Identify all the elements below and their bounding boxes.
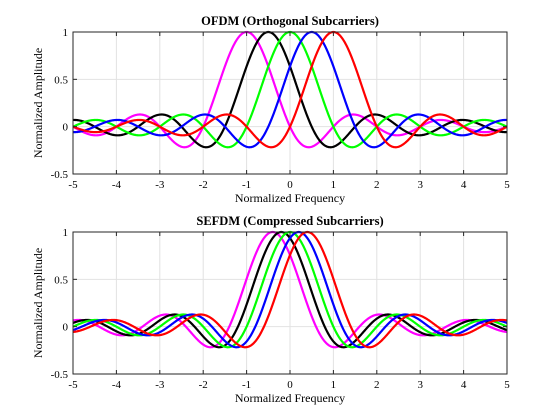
- x-tick-label: 2: [374, 179, 380, 191]
- y-tick-label: 1: [63, 227, 69, 239]
- x-tick-label: -5: [68, 379, 78, 391]
- x-tick-label: -4: [112, 179, 122, 191]
- series-line: [73, 30, 507, 149]
- y-tick-label: -0.5: [51, 169, 69, 181]
- ofdm-subplot: -5 -4 -3 -2 -1 0 1 2 3 4 5 -0.5 0 0.5 1 OFDM (Orthogona…: [31, 14, 510, 205]
- series-line: [73, 230, 507, 349]
- chart-title: OFDM (Orthogonal Subcarriers): [201, 14, 379, 28]
- sefdm-subplot: -5 -4 -3 -2 -1 0 1 2 3 4 5 -0.5 0 0.5 1 SEFDM (Compress…: [31, 214, 510, 405]
- x-tick-label: 4: [461, 379, 467, 391]
- y-axis-label: Normalized Amplitude: [31, 48, 45, 158]
- x-tick-label: 3: [417, 179, 423, 191]
- x-tick-label: -1: [242, 379, 251, 391]
- x-tick-label: 5: [504, 379, 510, 391]
- x-tick-label: -2: [199, 379, 208, 391]
- y-axis-label: Normalized Amplitude: [31, 248, 45, 358]
- x-axis-label: Normalized Frequency: [235, 191, 345, 205]
- x-tick-label: 0: [287, 179, 293, 191]
- x-tick-label: 3: [417, 379, 423, 391]
- y-tick-label: 1: [63, 27, 69, 39]
- x-tick-label: -3: [155, 379, 165, 391]
- y-tick-label: -0.5: [51, 369, 69, 381]
- x-axis-label: Normalized Frequency: [235, 391, 345, 405]
- chart-title: SEFDM (Compressed Subcarriers): [196, 214, 383, 228]
- y-tick-label: 0: [63, 122, 69, 134]
- x-tick-label: 1: [331, 179, 337, 191]
- x-tick-label: -4: [112, 379, 122, 391]
- x-tick-label: 0: [287, 379, 293, 391]
- y-tick-label: 0.5: [54, 74, 68, 86]
- x-tick-label: -3: [155, 179, 165, 191]
- x-tick-label: 1: [331, 379, 337, 391]
- x-tick-label: -1: [242, 179, 251, 191]
- x-tick-label: 2: [374, 379, 380, 391]
- x-tick-label: -2: [199, 179, 208, 191]
- series-line: [73, 30, 507, 149]
- y-tick-label: 0.5: [54, 274, 68, 286]
- x-tick-label: 4: [461, 179, 467, 191]
- y-tick-label: 0: [63, 322, 69, 334]
- x-tick-label: -5: [68, 179, 78, 191]
- x-tick-label: 5: [504, 179, 510, 191]
- series-line: [73, 230, 507, 349]
